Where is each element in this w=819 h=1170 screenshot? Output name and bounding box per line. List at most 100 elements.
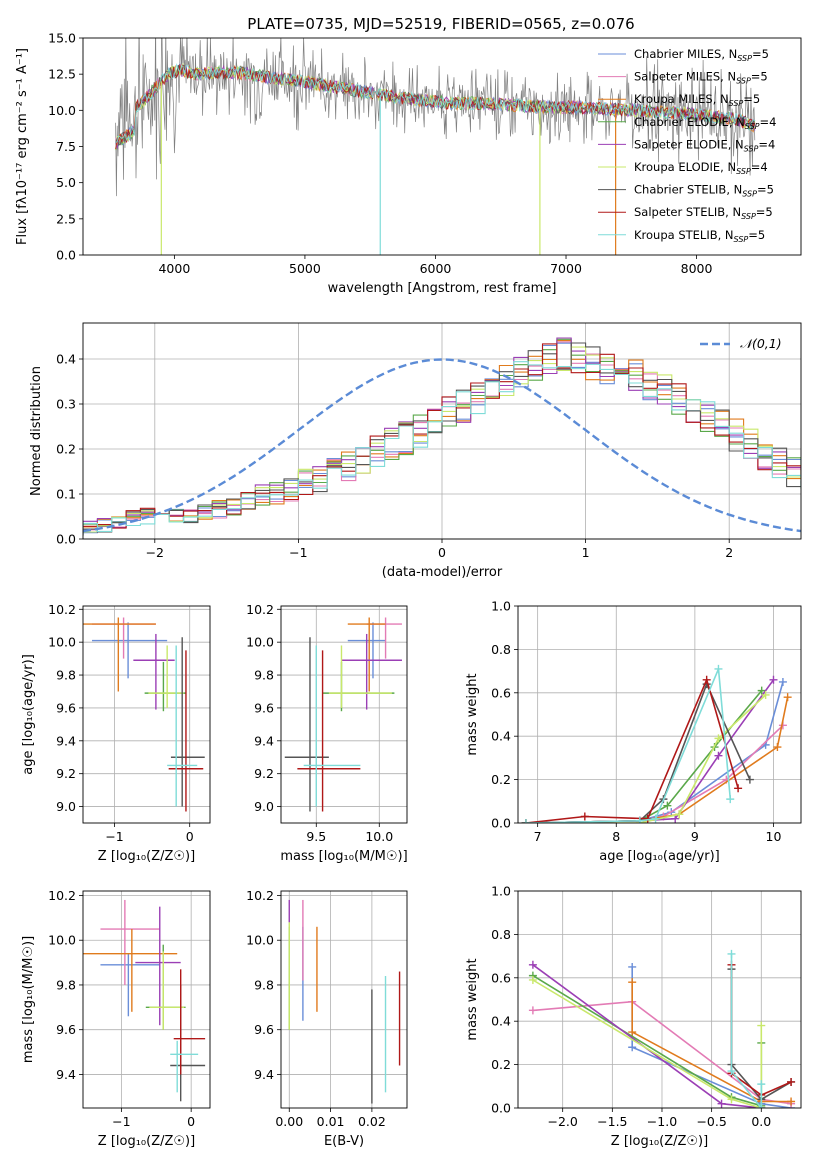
y-tick-label: 9.8 <box>56 977 76 992</box>
legend-label: Kroupa MILES, NSSP=5 <box>634 92 760 108</box>
y-tick-label: 9.4 <box>56 1067 76 1082</box>
x-tick-label: 9 <box>691 829 699 844</box>
y-tick-label: 10.0 <box>48 635 76 650</box>
series-marker <box>714 664 723 673</box>
x-axis-label: E(B-V) <box>324 1134 364 1149</box>
x-axis-label: Z [log₁₀(Z/Z☉)] <box>98 849 195 864</box>
axes-frame <box>82 37 802 256</box>
histogram-2 <box>83 340 801 532</box>
y-tick-label: 9.6 <box>254 1022 274 1037</box>
y-tick-label: 0.6 <box>491 685 511 700</box>
legend-nssp: =4 <box>758 137 775 151</box>
x-axis-label: Z [log₁₀(Z/Z☉)] <box>611 1134 708 1149</box>
legend-nssp: =5 <box>748 228 765 242</box>
legend-nssp: =5 <box>743 92 760 106</box>
legend-nssp: =4 <box>760 115 777 129</box>
y-tick-label: 9.2 <box>254 766 274 781</box>
x-axis-label: wavelength [Angstrom, rest frame] <box>328 281 557 296</box>
y-tick-label: 12.5 <box>48 67 76 82</box>
x-tick-label: −1 <box>105 829 123 844</box>
panel-mass_vs_Z: −1 0 9.4 9.6 9.8 10.0 10.2 Z [log₁₀(Z/Z☉)] mass … <box>21 888 211 1149</box>
series-marker <box>651 814 660 823</box>
series-marker <box>769 675 778 684</box>
series-marker <box>727 1067 736 1076</box>
histogram-3 <box>83 338 801 536</box>
series-marker <box>745 775 754 784</box>
legend-model-name: Kroupa ELODIE, N <box>634 160 736 174</box>
spectrum-model-8 <box>115 63 756 143</box>
x-tick-label: 4000 <box>158 261 190 276</box>
legend-label: Chabrier MILES, NSSP=5 <box>634 47 769 63</box>
series-marker <box>734 784 743 793</box>
x-tick-label: −2.0 <box>548 1114 578 1129</box>
y-tick-label: 9.6 <box>56 700 76 715</box>
series-line-4 <box>532 964 762 1108</box>
x-tick-label: 10 <box>766 829 782 844</box>
legend-sub: SSP <box>736 77 751 86</box>
y-tick-label: 9.2 <box>56 766 76 781</box>
y-tick-label: 10.2 <box>246 602 274 617</box>
y-tick-label: 0.0 <box>491 1101 511 1116</box>
series-marker <box>757 1104 766 1108</box>
series-marker <box>702 675 711 684</box>
normal-curve <box>83 358 801 533</box>
y-tick-label: 9.0 <box>56 799 76 814</box>
histogram-7 <box>83 343 801 529</box>
series-marker <box>787 1097 796 1106</box>
series-line-2 <box>525 696 789 823</box>
legend-sub: SSP <box>736 167 751 176</box>
y-tick-label: 0.2 <box>56 442 76 457</box>
series-line-2 <box>631 982 792 1103</box>
y-tick-label: 0.6 <box>491 970 511 985</box>
legend-model-name: Salpeter STELIB, N <box>634 205 741 219</box>
legend-sub: SSP <box>744 144 759 153</box>
legend-model-name: Salpeter ELODIE, N <box>634 137 744 151</box>
y-axis-label: Flux [fλ10⁻¹⁷ erg cm⁻² s⁻¹ A⁻¹] <box>15 48 30 245</box>
legend-sub: SSP <box>734 235 749 244</box>
x-tick-label: 0 <box>438 545 446 560</box>
series-marker <box>783 693 792 702</box>
legend-model-name: Chabrier ELODIE, N <box>634 115 745 129</box>
y-tick-label: 2.5 <box>56 211 76 226</box>
y-tick-label: 0.8 <box>491 642 511 657</box>
x-tick-label: 2 <box>725 545 733 560</box>
series-marker <box>675 810 684 819</box>
panel-residuals: −2 −1 0 1 2 0.0 0.1 0.2 0.3 0.4 (data-model)/error… <box>29 322 802 580</box>
plot-area-spectrum <box>115 38 756 255</box>
x-tick-label: 7000 <box>550 261 582 276</box>
series-marker <box>787 1077 796 1086</box>
axes-frame <box>82 322 802 540</box>
y-tick-label: 9.6 <box>56 1022 76 1037</box>
figure-title: PLATE=0735, MJD=52519, FIBERID=0565, z=0… <box>247 15 634 33</box>
x-tick-label: 9.5 <box>306 829 326 844</box>
histogram-8 <box>83 361 801 532</box>
y-tick-label: 0.2 <box>491 1057 511 1072</box>
series-line-5 <box>532 979 763 1108</box>
series-marker <box>628 978 637 987</box>
legend-model-name: Chabrier STELIB, N <box>634 183 742 197</box>
axes-frame <box>82 605 211 824</box>
axes-frame <box>517 890 802 1109</box>
y-axis-label: age [log₁₀(age/yr)] <box>21 654 36 775</box>
y-tick-label: 0.3 <box>56 397 76 412</box>
series-line-7 <box>525 677 739 823</box>
legend-label: Salpeter MILES, NSSP=5 <box>634 70 768 86</box>
series-marker <box>757 686 766 695</box>
x-tick-label: 0.0 <box>751 1114 771 1129</box>
series-marker <box>714 751 723 760</box>
panel-massweight_vs_age: 7 8 9 10 0.0 0.2 0.4 0.6 0.8 1.0 age [log₁₀(age/yr… <box>465 599 802 864</box>
x-tick-label: 0.01 <box>317 1114 345 1129</box>
y-tick-label: 0.0 <box>56 532 76 547</box>
y-tick-label: 0.1 <box>56 487 76 502</box>
x-tick-label: −1.5 <box>597 1114 627 1129</box>
series-marker <box>717 1099 726 1108</box>
x-tick-label: 10.0 <box>365 829 393 844</box>
series-marker <box>727 949 736 958</box>
y-axis-label: Normed distribution <box>29 366 44 496</box>
plot-area-massweight_vs_Z <box>528 949 796 1108</box>
x-tick-label: 0.02 <box>358 1114 386 1129</box>
x-tick-label: 7 <box>534 829 542 844</box>
legend-nssp: =5 <box>756 205 773 219</box>
x-tick-label: −1.0 <box>647 1114 677 1129</box>
